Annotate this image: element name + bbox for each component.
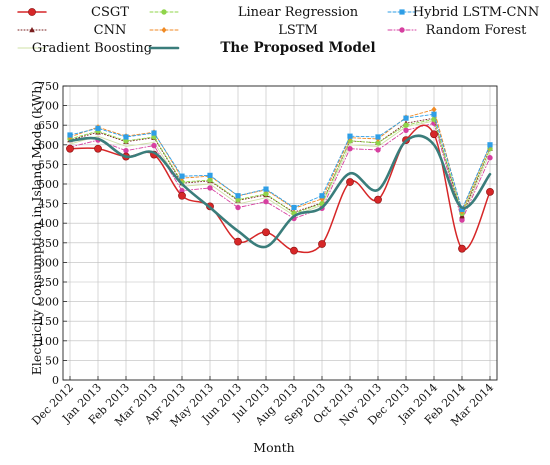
data-point-csgt	[234, 237, 242, 246]
data-point-hybrid-lstm-cnn	[319, 193, 325, 199]
y-tick-label: 150	[38, 315, 59, 328]
legend-marker-lstm	[161, 27, 167, 33]
series-the-proposed-model	[68, 134, 492, 249]
data-point-random-forest	[347, 146, 353, 152]
y-tick-label: 400	[38, 217, 59, 230]
data-point-hybrid-lstm-cnn	[403, 115, 409, 121]
y-tick-label: 450	[38, 198, 59, 211]
data-point-hybrid-lstm-cnn	[487, 142, 493, 148]
y-tick-label: 100	[38, 335, 59, 348]
data-point-csgt	[458, 244, 466, 253]
y-tick-label: 500	[38, 178, 59, 191]
legend-label-random-forest: Random Forest	[426, 23, 528, 38]
data-point-random-forest	[235, 204, 241, 211]
legend-marker-random-forest	[399, 27, 405, 33]
series-linear-regression	[67, 116, 493, 217]
y-tick-label: 250	[38, 276, 59, 289]
y-tick-label: 750	[38, 80, 59, 93]
series-line-the-proposed-model	[68, 134, 492, 249]
y-tick-label: 50	[45, 354, 59, 367]
series-gradient-boosting	[69, 120, 491, 219]
y-tick-label: 700	[38, 100, 59, 113]
data-point-lstm	[431, 106, 437, 113]
data-point-hybrid-lstm-cnn	[459, 206, 465, 213]
data-point-hybrid-lstm-cnn	[151, 130, 157, 136]
data-point-random-forest	[151, 142, 157, 149]
data-point-hybrid-lstm-cnn	[123, 134, 129, 140]
legend-label-the-proposed-model: The Proposed Model	[220, 40, 375, 56]
legend-item-lstm: LSTM	[149, 23, 318, 38]
legend-label-csgt: CSGT	[91, 5, 129, 20]
data-point-hybrid-lstm-cnn	[207, 172, 213, 178]
plot-frame	[62, 85, 498, 381]
series-line-linear-regression	[69, 118, 491, 214]
data-point-csgt	[430, 130, 438, 139]
data-point-hybrid-lstm-cnn	[375, 134, 381, 140]
data-point-csgt	[290, 246, 298, 255]
legend-label-lstm: LSTM	[278, 23, 318, 38]
legend-marker-csgt	[28, 8, 36, 16]
data-point-csgt	[262, 228, 270, 237]
data-point-linear-regression	[403, 122, 409, 128]
series-line-cnn	[69, 117, 491, 217]
y-tick-label: 300	[38, 256, 59, 269]
data-point-hybrid-lstm-cnn	[179, 173, 185, 179]
y-axis-title: Electricity Consumption in Island Mode (…	[29, 81, 44, 375]
y-tick-label: 650	[38, 119, 59, 132]
data-point-csgt	[346, 178, 354, 186]
data-point-random-forest	[207, 185, 213, 191]
data-point-hybrid-lstm-cnn	[67, 132, 73, 138]
series-line-gradient-boosting	[69, 120, 491, 219]
legend-item-gradient-boosting: Gradient Boosting	[17, 41, 152, 56]
data-point-hybrid-lstm-cnn	[347, 133, 353, 139]
legend-marker-hybrid-lstm-cnn	[399, 9, 405, 15]
series-line-lstm	[69, 109, 491, 212]
y-tick-label: 350	[38, 237, 59, 250]
legend-label-hybrid-lstm-cnn: Hybrid LSTM-CNN	[413, 5, 539, 20]
data-point-hybrid-lstm-cnn	[431, 111, 437, 117]
legend-label-linear-regression: Linear Regression	[238, 5, 359, 20]
legend-label-cnn: CNN	[94, 23, 127, 38]
legend-label-gradient-boosting: Gradient Boosting	[32, 41, 152, 56]
series-random-forest	[67, 120, 493, 223]
data-point-csgt	[318, 240, 326, 248]
legend-marker-cnn	[29, 27, 35, 33]
data-point-hybrid-lstm-cnn	[263, 186, 269, 192]
y-tick-label: 600	[38, 139, 59, 152]
series-line-hybrid-lstm-cnn	[69, 113, 491, 210]
data-point-random-forest	[487, 155, 493, 161]
legend-item-hybrid-lstm-cnn: Hybrid LSTM-CNN	[387, 5, 539, 20]
data-point-csgt	[374, 195, 382, 204]
data-point-random-forest	[123, 147, 129, 154]
data-point-csgt	[94, 144, 102, 153]
data-point-hybrid-lstm-cnn	[95, 125, 101, 131]
series-hybrid-lstm-cnn	[67, 111, 493, 213]
legend-item-linear-regression: Linear Regression	[149, 5, 359, 20]
data-point-hybrid-lstm-cnn	[291, 204, 297, 211]
legend-item-cnn: CNN	[17, 23, 127, 38]
data-point-random-forest	[403, 127, 409, 133]
legend-item-csgt: CSGT	[17, 5, 129, 20]
series-layer	[66, 106, 494, 255]
data-point-hybrid-lstm-cnn	[235, 193, 241, 199]
legend-marker-linear-regression	[161, 9, 167, 15]
legend-item-random-forest: Random Forest	[387, 23, 528, 38]
series-cnn	[67, 115, 493, 219]
x-axis-title: Month	[253, 440, 294, 455]
data-point-random-forest	[459, 217, 465, 223]
legend-item-the-proposed-model: The Proposed Model	[148, 40, 376, 56]
y-tick-label: 550	[38, 158, 59, 171]
y-tick-label: 0	[52, 374, 59, 387]
data-point-csgt	[486, 187, 494, 196]
y-tick-label: 200	[38, 296, 59, 309]
data-point-random-forest	[263, 198, 269, 205]
data-point-csgt	[66, 144, 74, 153]
data-point-random-forest	[375, 147, 381, 153]
legend: CSGT Linear Regression Hybrid LSTM-CNN CNN L…	[17, 5, 539, 56]
data-point-csgt	[178, 191, 186, 200]
